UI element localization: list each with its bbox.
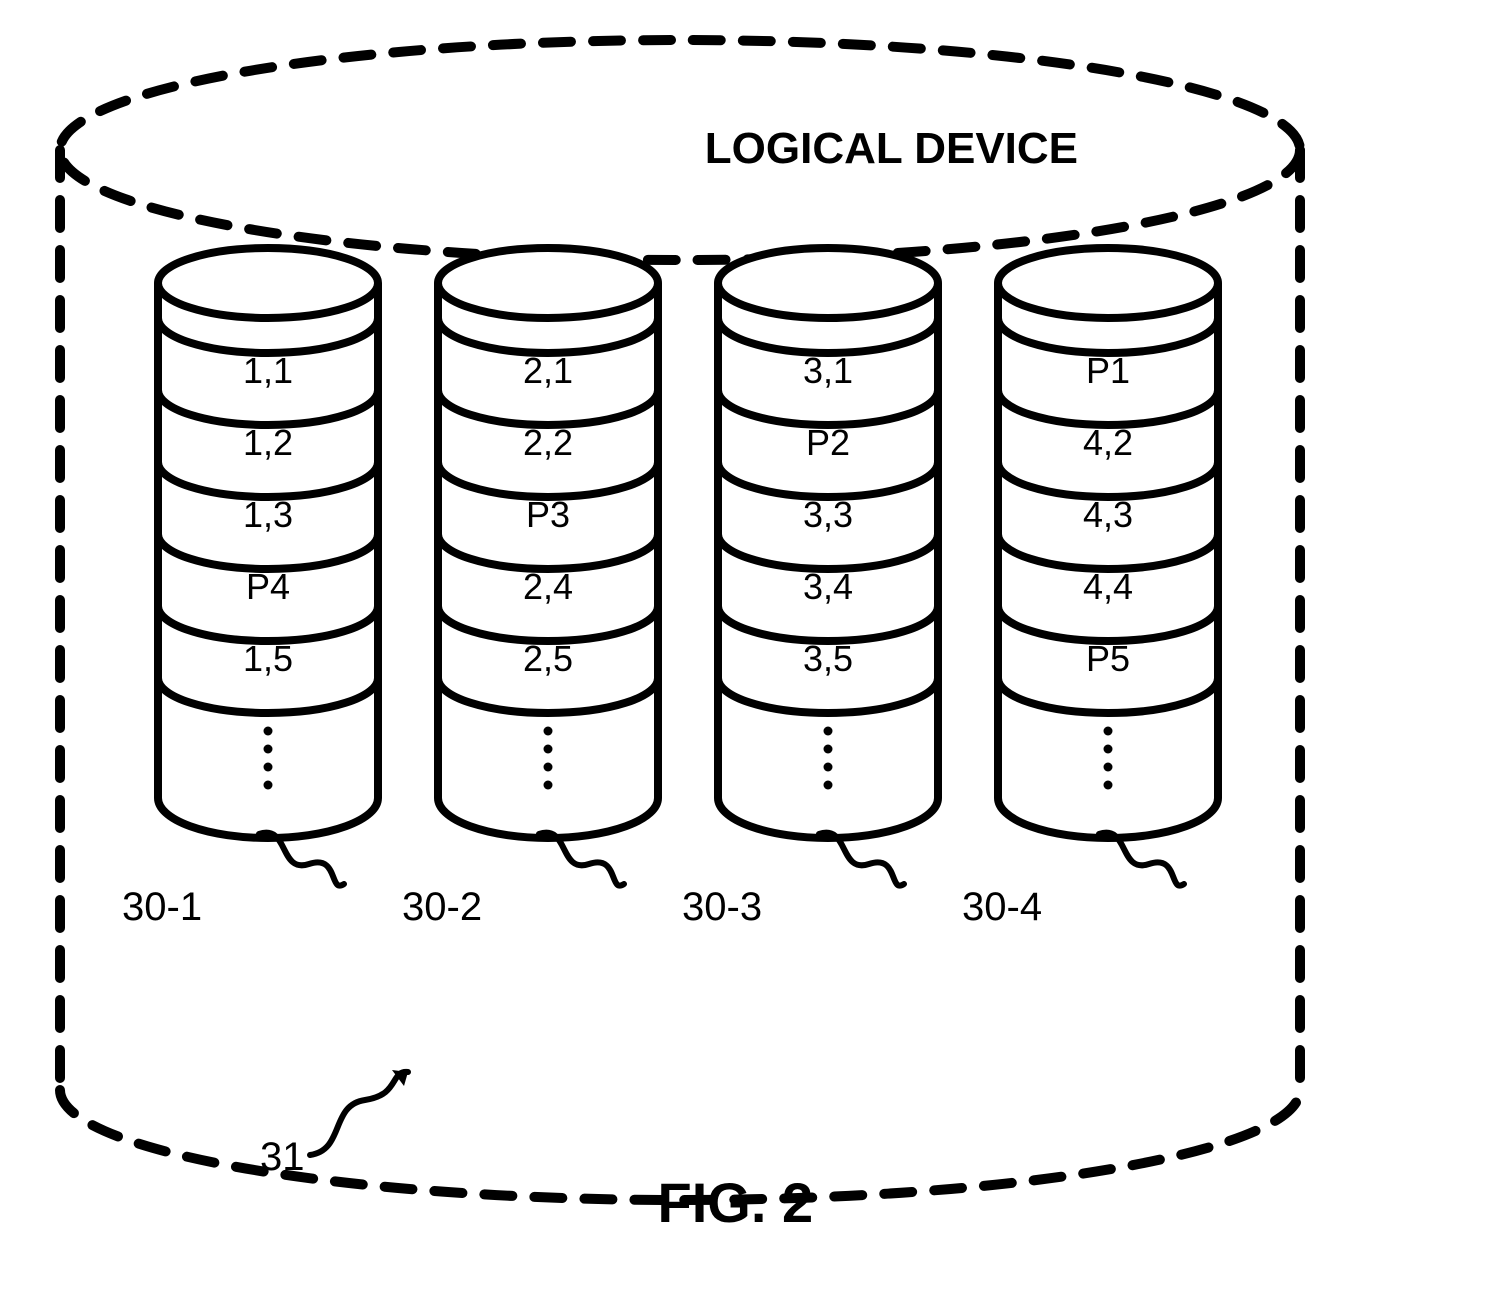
disk-column: 2,12,2P32,42,530-2 <box>430 240 666 846</box>
ellipsis-dot <box>824 781 833 790</box>
ellipsis-dot <box>544 745 553 754</box>
stripe-label: 4,4 <box>1083 566 1133 607</box>
outer-ref-leader <box>290 1060 450 1170</box>
stripe-label: P3 <box>526 494 570 535</box>
ellipsis-dot <box>544 727 553 736</box>
leader-squiggle <box>259 833 344 886</box>
stripe-label: 3,3 <box>803 494 853 535</box>
leader-squiggle <box>819 833 904 886</box>
disk-ref-label: 30-2 <box>402 885 482 930</box>
ellipsis-dot <box>824 745 833 754</box>
leader-squiggle <box>539 833 624 886</box>
stripe-label: 1,3 <box>243 494 293 535</box>
disk-column: 3,1P23,33,43,530-3 <box>710 240 946 846</box>
disk-column: P14,24,34,4P530-4 <box>990 240 1226 846</box>
stripe-label: 4,2 <box>1083 422 1133 463</box>
ellipsis-dot <box>1104 745 1113 754</box>
stripe-label: P4 <box>246 566 290 607</box>
leader-squiggle <box>1099 833 1184 886</box>
ellipsis-dot <box>824 763 833 772</box>
stripe-label: 4,3 <box>1083 494 1133 535</box>
logical-device-ref-label: 31 <box>260 1135 305 1180</box>
stripe-label: 1,2 <box>243 422 293 463</box>
ellipsis-dot <box>264 763 273 772</box>
stripe-label: 2,1 <box>523 350 573 391</box>
diagram-stage: LOGICAL DEVICE FIG. 2 1,11,21,3P41,530-1… <box>0 0 1495 1301</box>
ellipsis-dot <box>1104 781 1113 790</box>
stripe-label: 2,4 <box>523 566 573 607</box>
stripe-label: 3,1 <box>803 350 853 391</box>
ellipsis-dot <box>264 727 273 736</box>
stripe-label: 1,5 <box>243 638 293 679</box>
ellipsis-dot <box>544 763 553 772</box>
ellipsis-dot <box>1104 727 1113 736</box>
stripe-label: P5 <box>1086 638 1130 679</box>
stripe-label: 3,4 <box>803 566 853 607</box>
stripe-label: 2,2 <box>523 422 573 463</box>
stripe-label: P2 <box>806 422 850 463</box>
ellipsis-dot <box>1104 763 1113 772</box>
disk-ref-label: 30-1 <box>122 885 202 930</box>
ellipsis-dot <box>264 781 273 790</box>
stripe-label: 2,5 <box>523 638 573 679</box>
stripe-label: 1,1 <box>243 350 293 391</box>
ellipsis-dot <box>544 781 553 790</box>
disk-column: 1,11,21,3P41,530-1 <box>150 240 386 846</box>
ellipsis-dot <box>824 727 833 736</box>
disk-ref-label: 30-3 <box>682 885 762 930</box>
disk-ref-label: 30-4 <box>962 885 1042 930</box>
stripe-label: 3,5 <box>803 638 853 679</box>
stripe-label: P1 <box>1086 350 1130 391</box>
ellipsis-dot <box>264 745 273 754</box>
